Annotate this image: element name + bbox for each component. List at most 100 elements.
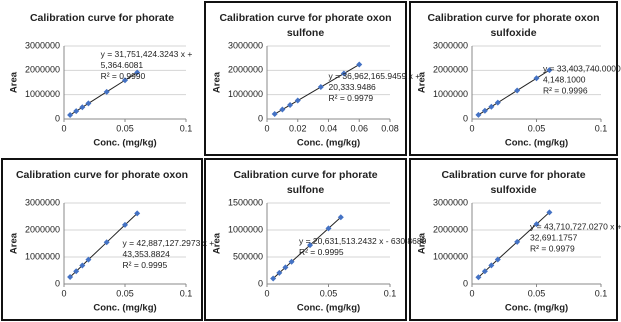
x-axis-label: Conc. (mg/kg) [297, 138, 360, 149]
y-tick-label: 500000 [233, 251, 263, 261]
panel-border [409, 1, 618, 156]
data-point [546, 67, 553, 74]
equation-label: R² = 0.9996 [543, 86, 588, 96]
y-axis-label: Area [9, 232, 20, 254]
data-point [122, 77, 128, 84]
equation-label: R² = 0.9995 [123, 260, 168, 270]
data-point [481, 268, 488, 275]
y-tick-label: 1000000 [228, 224, 263, 234]
data-point [282, 264, 289, 271]
data-point [73, 108, 80, 115]
equation-label: y = 42,887,127.2973 x + [123, 238, 215, 248]
data-point [276, 269, 283, 276]
data-point [103, 239, 110, 246]
y-tick-label: 3000000 [433, 40, 468, 50]
panel-border [1, 158, 203, 321]
x-tick-label: 0.05 [528, 123, 546, 133]
x-tick-label: 0.08 [381, 123, 399, 133]
x-tick-label: 0.1 [595, 123, 608, 133]
data-point [356, 61, 363, 68]
data-point [475, 111, 482, 118]
data-point [325, 225, 332, 232]
panel-border [204, 1, 407, 156]
y-tick-label: 2000000 [25, 224, 60, 234]
data-point [533, 221, 540, 228]
chart-title: sulfone [287, 27, 324, 39]
equation-label: 20,333.9486 [329, 82, 377, 92]
data-point [546, 209, 553, 216]
chart-title: Calibration curve for phorate [233, 169, 377, 181]
y-tick-label: 3000000 [25, 40, 60, 50]
panel-border [204, 158, 407, 321]
data-point [514, 238, 521, 245]
data-point [270, 275, 277, 282]
x-tick-label: 0.05 [320, 288, 338, 298]
x-tick-label: 0.1 [180, 123, 193, 133]
data-point [67, 274, 74, 281]
chart-title: Calibration curve for phorate [441, 169, 585, 181]
data-point [288, 258, 295, 265]
data-point [73, 268, 80, 275]
data-point [488, 103, 495, 110]
y-tick-label: 3000000 [228, 40, 263, 50]
x-tick-label: 0 [469, 123, 474, 133]
x-tick-label: 0 [469, 288, 474, 298]
data-point [475, 274, 482, 281]
chart-title: sulfone [287, 184, 324, 196]
data-point [488, 262, 495, 269]
y-axis-label: Area [9, 71, 20, 93]
data-point [279, 106, 286, 113]
x-tick-label: 0 [61, 123, 66, 133]
x-axis-label: Conc. (mg/kg) [93, 303, 156, 314]
y-tick-label: 0 [258, 278, 263, 288]
equation-label: y = 33,403,740.0000 x + [543, 64, 621, 74]
data-point [103, 88, 110, 95]
y-tick-label: 2000000 [433, 65, 468, 75]
data-point [67, 112, 74, 119]
y-tick-label: 1000000 [25, 89, 60, 99]
data-point [294, 97, 301, 104]
data-point [494, 256, 501, 263]
data-point [514, 87, 521, 94]
equation-label: R² = 0.9979 [329, 93, 374, 103]
x-tick-label: 0 [264, 288, 269, 298]
data-point [494, 99, 501, 106]
data-point [317, 84, 324, 91]
x-tick-label: 0.02 [289, 123, 307, 133]
equation-label: 4,148.1000 [543, 75, 586, 85]
y-tick-label: 2000000 [228, 65, 263, 75]
y-tick-label: 1000000 [433, 251, 468, 261]
x-tick-label: 0.05 [116, 123, 134, 133]
equation-label: y = 43,710,727.0270 x + [530, 222, 621, 232]
x-axis-label: Conc. (mg/kg) [93, 138, 156, 149]
x-tick-label: 0.1 [180, 288, 193, 298]
data-point [122, 221, 128, 228]
equation-label: y = 20,631,513.2432 x - 630.8689 [299, 236, 427, 246]
panel-border [409, 158, 618, 321]
x-axis-label: Conc. (mg/kg) [505, 303, 568, 314]
data-point [533, 75, 540, 82]
data-point [85, 100, 92, 107]
y-tick-label: 1000000 [433, 89, 468, 99]
x-tick-label: 0 [264, 123, 269, 133]
equation-label: 43,353.8824 [123, 249, 171, 259]
chart-title: Calibration curve for phorate oxon [219, 12, 391, 24]
equation-label: R² = 0.9990 [101, 71, 146, 81]
equation-label: 5,364.6081 [101, 60, 144, 70]
data-point [481, 107, 488, 114]
y-axis-label: Area [212, 71, 223, 93]
equation-label: R² = 0.9995 [299, 247, 344, 257]
data-point [337, 214, 344, 221]
equation-label: 32,691.1757 [530, 233, 578, 243]
y-tick-label: 3000000 [25, 197, 60, 207]
x-axis-label: Conc. (mg/kg) [505, 138, 568, 149]
equation-label: y = 36,962,165.9459 x + [329, 71, 421, 81]
equation-label: y = 31,751,424.3243 x + [101, 49, 193, 59]
y-tick-label: 0 [463, 278, 468, 288]
x-tick-label: 0.1 [384, 288, 397, 298]
x-tick-label: 0.04 [320, 123, 338, 133]
y-tick-label: 0 [55, 278, 60, 288]
x-tick-label: 0.05 [528, 288, 546, 298]
chart-title: sulfoxide [490, 27, 536, 39]
